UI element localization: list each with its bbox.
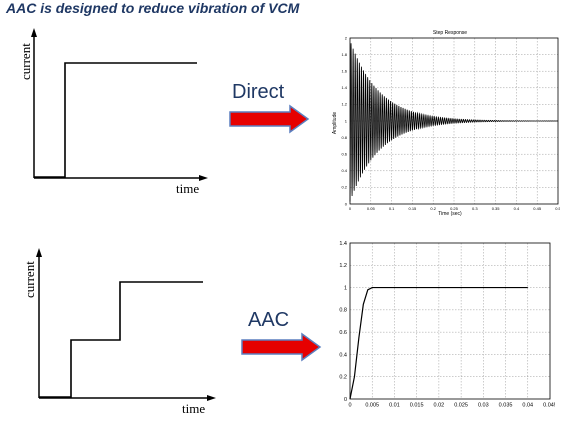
time-axis-label: time — [182, 401, 206, 416]
chart2-tick-labels: 0 0.005 0.01 0.015 0.02 0.025 0.03 0.035 0.04 0.0… — [339, 241, 555, 409]
y-tick-label: 1.4 — [339, 241, 347, 247]
x-tick-label: 0.5 — [555, 206, 560, 211]
single-step-current — [34, 62, 197, 178]
x-tick-label: 0.35 — [492, 206, 501, 211]
x-tick-label: 0.45 — [533, 206, 542, 211]
x-tick-label: 0.005 — [365, 403, 379, 409]
aac-label: AAC — [248, 309, 290, 331]
x-tick-label: 0.015 — [410, 403, 424, 409]
chart1-ylabel: Amplitude — [332, 112, 338, 134]
x-tick-label: 0.15 — [409, 206, 418, 211]
chart1-xlabel: Time (sec) — [438, 211, 462, 217]
y-axis-arrowhead — [31, 28, 37, 37]
y-tick-label: 0.2 — [341, 185, 347, 190]
y-tick-label: 0.6 — [341, 152, 347, 157]
y-tick-label: 0.2 — [339, 375, 347, 381]
aac-response-curve — [349, 286, 528, 400]
slide-title: AAC is designed to reduce vibration of V… — [6, 0, 300, 16]
direct-current-axes — [31, 28, 208, 181]
time-axis-label: time — [176, 181, 200, 196]
aac-current-axes — [36, 248, 216, 401]
chart1-title: Step Response — [433, 30, 467, 36]
aac-current-diagram: current time — [0, 220, 230, 420]
chart1-tick-labels: 0 0.05 0.1 0.15 0.2 0.25 0.3 0.35 0.4 0.45 0.5 0 0.2… — [341, 35, 560, 211]
y-tick-label: 0 — [344, 397, 347, 403]
direct-arrow-icon — [229, 104, 310, 134]
x-tick-label: 0.05 — [367, 206, 376, 211]
y-tick-label: 1 — [345, 118, 348, 123]
x-tick-label: 0.01 — [389, 403, 400, 409]
y-tick-label: 0 — [345, 201, 348, 206]
current-axis-label: current — [18, 43, 33, 80]
x-tick-label: 0 — [348, 403, 351, 409]
two-step-current — [39, 281, 203, 398]
x-axis-arrowhead — [207, 395, 216, 401]
y-tick-label: 0.8 — [339, 308, 347, 314]
y-tick-label: 0.4 — [341, 168, 347, 173]
y-tick-label: 0.4 — [339, 352, 347, 358]
y-tick-label: 2 — [345, 35, 348, 40]
y-tick-label: 1.6 — [341, 69, 347, 74]
step-response-curve — [349, 43, 558, 202]
y-tick-label: 1.2 — [339, 263, 347, 269]
direct-current-diagram: current time — [0, 0, 220, 200]
y-axis-arrowhead — [36, 248, 42, 257]
x-tick-label: 0.025 — [454, 403, 468, 409]
y-tick-label: 1.4 — [341, 85, 347, 90]
aac-arrow-icon — [241, 332, 322, 362]
y-tick-label: 1.8 — [341, 52, 347, 57]
step-response-chart: Step Response Time (sec) Amplitude 0 0.05… — [332, 30, 560, 217]
y-tick-label: 0.6 — [339, 330, 347, 336]
chart2-frame — [349, 242, 551, 400]
x-tick-label: 0.4 — [514, 206, 520, 211]
x-tick-label: 0.045 — [543, 403, 555, 409]
x-tick-label: 0.2 — [430, 206, 436, 211]
x-tick-label: 0.25 — [450, 206, 459, 211]
x-axis-arrowhead — [199, 175, 208, 181]
x-tick-label: 0 — [349, 206, 352, 211]
x-tick-label: 0.03 — [478, 403, 489, 409]
y-tick-label: 1.2 — [341, 102, 347, 107]
chart1-grid — [350, 38, 558, 204]
direct-label: Direct — [232, 81, 285, 103]
y-tick-label: 1 — [344, 285, 347, 291]
x-tick-label: 0.3 — [472, 206, 478, 211]
x-tick-label: 0.035 — [499, 403, 513, 409]
x-tick-label: 0.04 — [522, 403, 533, 409]
x-tick-label: 0.02 — [434, 403, 445, 409]
aac-response-chart: 0 0.005 0.01 0.015 0.02 0.025 0.03 0.035 0.04 0.0… — [339, 241, 555, 409]
x-tick-label: 0.1 — [389, 206, 395, 211]
chart1-frame — [349, 37, 559, 205]
chart2-grid — [350, 243, 550, 399]
current-axis-label: current — [22, 261, 37, 298]
y-tick-label: 0.8 — [341, 135, 347, 140]
